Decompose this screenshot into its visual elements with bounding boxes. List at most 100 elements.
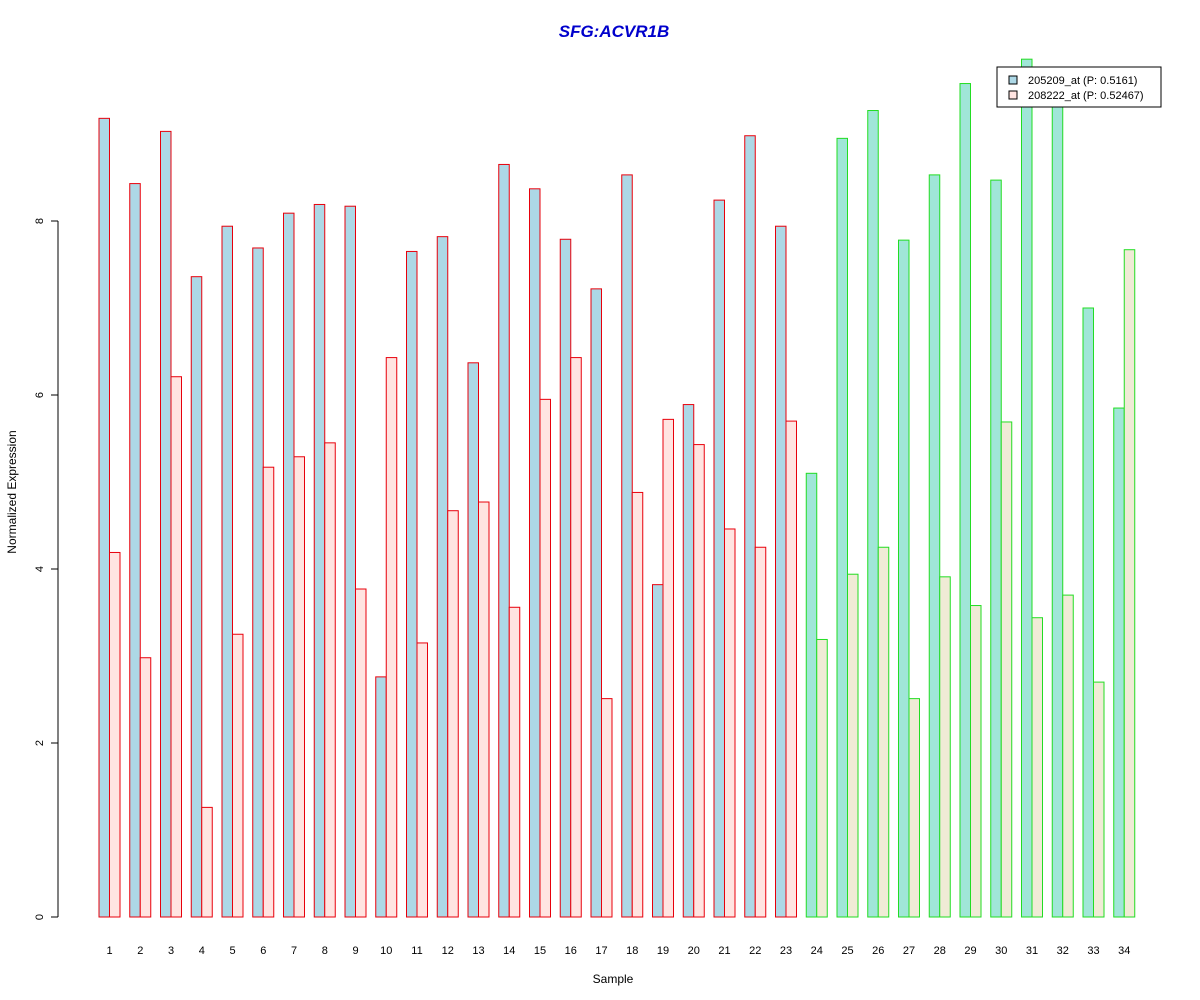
- x-tick-label: 12: [442, 945, 454, 957]
- x-tick-label: 3: [168, 945, 174, 957]
- bar-208222-at: [416, 642, 428, 918]
- bar-205209-at: [559, 238, 572, 918]
- x-tick-label: 26: [872, 945, 884, 957]
- bar-208222-at: [539, 398, 551, 918]
- bar-208222-at: [631, 491, 644, 918]
- bar-208222-at: [232, 633, 244, 918]
- bar-208222-at: [139, 657, 152, 918]
- bar-205209-at: [744, 135, 756, 918]
- x-tick-label: 15: [534, 945, 546, 957]
- x-tick-label: 11: [411, 945, 422, 957]
- y-tick-label: 8: [34, 218, 46, 224]
- bar-208222-at: [847, 573, 859, 918]
- bar-208222-at: [570, 357, 582, 918]
- x-tick-label: 24: [811, 945, 823, 957]
- bar-208222-at: [478, 501, 490, 918]
- x-tick-label: 17: [595, 945, 607, 957]
- bar-205209-at: [836, 137, 848, 918]
- y-tick-label: 0: [34, 914, 46, 920]
- bar-205209-at: [928, 174, 941, 918]
- bar-208222-at: [262, 466, 275, 918]
- legend-label: 205209_at (P: 0.5161): [1028, 75, 1137, 87]
- bar-205209-at: [313, 203, 326, 918]
- bar-208222-at: [355, 588, 367, 918]
- bar-205209-at: [867, 110, 879, 918]
- bar-205209-at: [959, 83, 971, 918]
- bar-208222-at: [293, 456, 305, 918]
- bar-208222-at: [970, 605, 982, 918]
- y-axis-label: Normalized Expression: [5, 430, 19, 553]
- bar-208222-at: [816, 638, 828, 918]
- x-tick-label: 2: [137, 945, 143, 957]
- bar-208222-at: [1062, 594, 1074, 918]
- x-tick-label: 28: [934, 945, 946, 957]
- bar-205209-at: [990, 179, 1002, 918]
- bar-208222-at: [1093, 681, 1105, 918]
- bar-205209-at: [1021, 58, 1033, 918]
- x-tick-label: 14: [503, 945, 515, 957]
- x-tick-label: 20: [688, 945, 700, 957]
- legend-label: 208222_at (P: 0.52467): [1028, 90, 1144, 102]
- x-tick-label: 18: [626, 945, 638, 957]
- x-tick-label: 30: [995, 945, 1007, 957]
- bar-205209-at: [129, 183, 141, 918]
- bar-205209-at: [467, 362, 479, 918]
- bar-205209-at: [190, 276, 203, 918]
- x-tick-label: 4: [199, 945, 205, 957]
- y-tick-label: 6: [34, 392, 46, 398]
- bar-205209-at: [775, 225, 787, 918]
- y-tick-label: 2: [34, 740, 46, 746]
- x-tick-label: 34: [1118, 945, 1130, 957]
- bar-205209-at: [498, 163, 510, 918]
- bar-205209-at: [682, 404, 695, 918]
- x-tick-label: 13: [472, 945, 484, 957]
- bar-208222-at: [785, 420, 797, 918]
- x-axis-label: Sample: [593, 972, 634, 986]
- x-tick-label: 5: [229, 945, 235, 957]
- legend-swatch: [1008, 75, 1018, 85]
- bar-205209-at: [436, 236, 449, 918]
- bar-208222-at: [508, 606, 521, 918]
- bar-208222-at: [601, 698, 613, 918]
- x-tick-label: 1: [106, 945, 112, 957]
- x-tick-label: 22: [749, 945, 761, 957]
- bar-208222-at: [201, 806, 213, 918]
- bar-208222-at: [324, 442, 336, 918]
- x-tick-label: 16: [565, 945, 577, 957]
- bar-205209-at: [1113, 407, 1125, 918]
- bar-208222-at: [724, 528, 736, 918]
- y-tick-label: 4: [34, 566, 46, 572]
- bar-208222-at: [939, 576, 951, 918]
- bar-208222-at: [662, 418, 674, 918]
- bar-205209-at: [1051, 104, 1064, 918]
- bars-layer: [98, 58, 1136, 918]
- bar-208222-at: [877, 546, 890, 918]
- bar-208222-at: [754, 546, 767, 918]
- x-tick-label: 25: [841, 945, 853, 957]
- x-tick-label: 27: [903, 945, 915, 957]
- x-tick-label: 29: [964, 945, 976, 957]
- bar-205209-at: [406, 250, 418, 918]
- bar-208222-at: [109, 551, 121, 918]
- bar-208222-at: [170, 376, 182, 918]
- x-tick-label: 10: [380, 945, 392, 957]
- legend: 205209_at (P: 0.5161) 208222_at (P: 0.524…: [996, 66, 1162, 108]
- legend-box: [996, 66, 1162, 108]
- x-tick-label: 23: [780, 945, 792, 957]
- x-tick-label: 19: [657, 945, 669, 957]
- bar-205209-at: [529, 188, 541, 918]
- y-axis: 0 2 4 6 8: [34, 218, 59, 920]
- bar-205209-at: [713, 199, 725, 918]
- bar-208222-at: [1031, 617, 1043, 918]
- bar-205209-at: [621, 174, 633, 918]
- x-tick-label: 33: [1087, 945, 1099, 957]
- chart-title: SFG:ACVR1B: [559, 22, 670, 41]
- bar-208222-at: [693, 444, 705, 918]
- bar-208222-at: [447, 510, 459, 918]
- bar-205209-at: [652, 584, 664, 918]
- bar-205209-at: [805, 472, 818, 918]
- bar-205209-at: [375, 676, 387, 918]
- x-tick-label: 32: [1057, 945, 1069, 957]
- bar-205209-at: [160, 130, 172, 918]
